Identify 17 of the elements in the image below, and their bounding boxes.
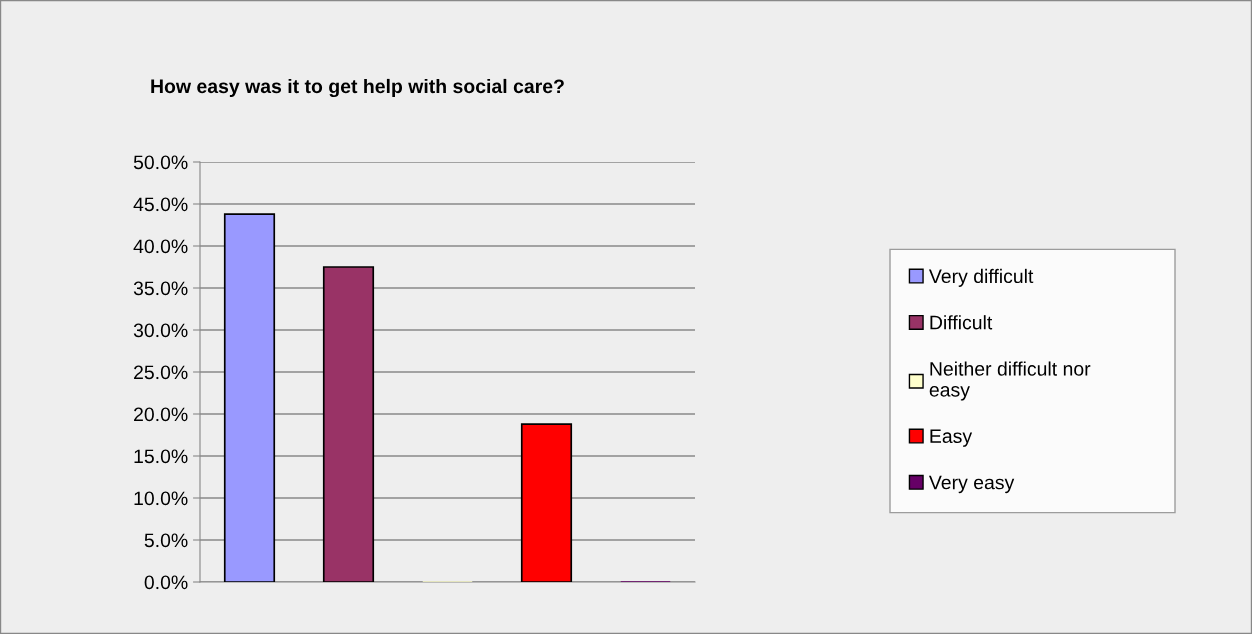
y-tick-label: 0.0% (144, 575, 188, 590)
y-tick-label: 25.0% (134, 365, 188, 380)
y-tick-label: 50.0% (133, 155, 188, 170)
y-tick-label: 15.0% (134, 449, 188, 464)
y-tick-label: 35.0% (133, 281, 188, 296)
y-tick-label: 5.0% (144, 533, 188, 548)
y-tick-label: 45.0% (133, 197, 188, 212)
legend-label: Difficult (930, 315, 993, 330)
y-tick-label: 10.0% (134, 491, 188, 506)
y-tick-label: 30.0% (133, 323, 188, 338)
y-tick-label: 40.0% (133, 239, 188, 254)
legend-label: Neither difficult nor easy (929, 361, 1091, 401)
chart-title: How easy was it to get help with social care? (151, 78, 564, 98)
legend-label: Easy (930, 429, 973, 447)
legend-label: Very easy (928, 475, 1015, 494)
legend-label: Very difficult (928, 268, 1034, 287)
y-tick-label: 20.0% (134, 407, 188, 422)
